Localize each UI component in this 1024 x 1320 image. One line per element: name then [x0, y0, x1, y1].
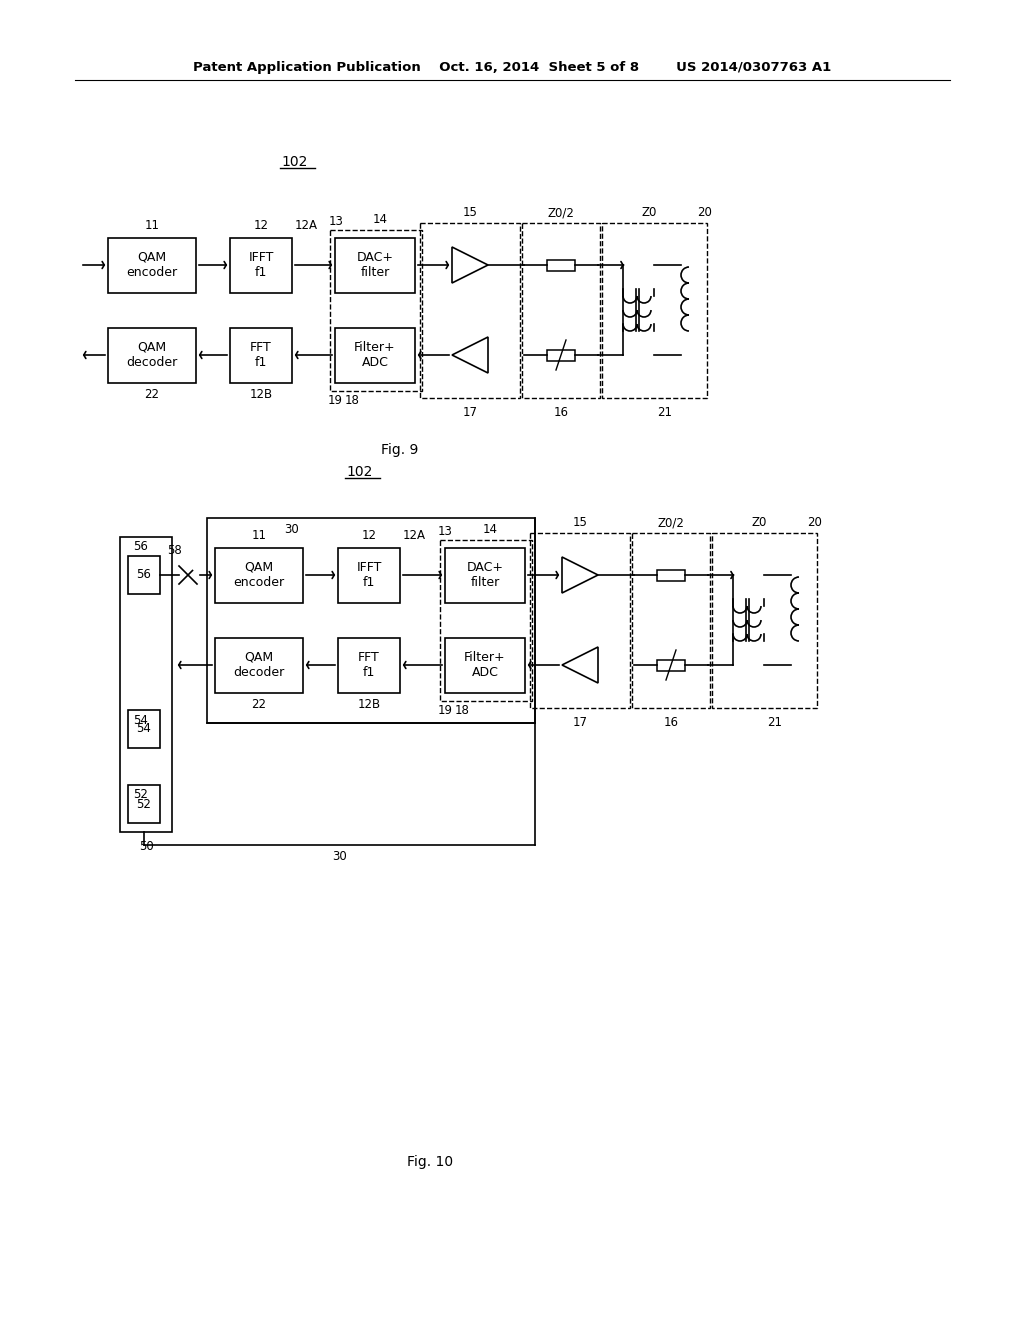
Text: IFFT
f1: IFFT f1	[356, 561, 382, 589]
Text: 12: 12	[254, 219, 268, 232]
Text: IFFT
f1: IFFT f1	[248, 251, 273, 279]
Text: 30: 30	[285, 523, 299, 536]
Text: 13: 13	[329, 215, 343, 228]
Text: 12: 12	[361, 529, 377, 543]
Text: Z0/2: Z0/2	[548, 206, 574, 219]
Text: 16: 16	[664, 715, 679, 729]
Bar	[108, 327, 196, 383]
Bar	[230, 238, 292, 293]
Bar	[108, 238, 196, 293]
Bar	[338, 548, 400, 602]
Text: 14: 14	[482, 523, 498, 536]
Bar	[330, 230, 422, 391]
Bar	[120, 537, 172, 832]
Text: 11: 11	[144, 219, 160, 232]
Bar	[530, 532, 630, 708]
Text: 16: 16	[554, 407, 568, 418]
Text: Fig. 10: Fig. 10	[407, 1155, 453, 1170]
Text: Z0: Z0	[642, 206, 657, 219]
Bar	[547, 350, 575, 360]
Text: 12B: 12B	[250, 388, 272, 401]
Text: Fig. 9: Fig. 9	[381, 444, 419, 457]
Bar	[632, 532, 710, 708]
Text: 15: 15	[463, 206, 477, 219]
Text: 17: 17	[463, 407, 477, 418]
Bar	[657, 660, 685, 671]
Text: 12A: 12A	[403, 529, 426, 543]
Bar	[440, 540, 532, 701]
Text: Filter+
ADC: Filter+ ADC	[464, 651, 506, 678]
Bar	[602, 223, 707, 397]
Text: Filter+
ADC: Filter+ ADC	[354, 341, 396, 370]
Bar	[215, 638, 303, 693]
Text: Patent Application Publication    Oct. 16, 2014  Sheet 5 of 8        US 2014/030: Patent Application Publication Oct. 16, …	[193, 62, 831, 74]
Text: 14: 14	[373, 213, 387, 226]
Text: 13: 13	[437, 525, 453, 539]
Text: DAC+
filter: DAC+ filter	[356, 251, 393, 279]
Text: 15: 15	[572, 516, 588, 529]
Bar	[445, 638, 525, 693]
Bar	[522, 223, 600, 397]
Text: 18: 18	[455, 704, 469, 717]
Bar	[445, 548, 525, 602]
Text: 12A: 12A	[295, 219, 318, 232]
Text: QAM
encoder: QAM encoder	[233, 561, 285, 589]
Text: FFT
f1: FFT f1	[358, 651, 380, 678]
Text: 58: 58	[167, 544, 181, 557]
Bar	[128, 710, 160, 748]
Bar	[712, 532, 817, 708]
Text: 20: 20	[697, 206, 713, 219]
Text: QAM
decoder: QAM decoder	[233, 651, 285, 678]
Bar	[215, 548, 303, 602]
Text: 54: 54	[136, 722, 152, 735]
Text: 52: 52	[133, 788, 148, 801]
Text: 18: 18	[344, 393, 359, 407]
Text: 21: 21	[657, 407, 672, 418]
Bar	[335, 238, 415, 293]
Bar	[128, 785, 160, 822]
Text: 102: 102	[347, 465, 373, 479]
Text: 56: 56	[136, 569, 152, 582]
Text: 54: 54	[133, 714, 148, 726]
Text: DAC+
filter: DAC+ filter	[467, 561, 504, 589]
Text: 20: 20	[808, 516, 822, 529]
Text: 52: 52	[136, 797, 152, 810]
Text: 50: 50	[138, 841, 154, 854]
Bar	[207, 517, 535, 722]
Bar	[657, 569, 685, 581]
Text: 102: 102	[282, 154, 308, 169]
Text: 19: 19	[328, 393, 342, 407]
Bar	[230, 327, 292, 383]
Text: FFT
f1: FFT f1	[250, 341, 272, 370]
Text: 56: 56	[133, 540, 148, 553]
Text: Z0/2: Z0/2	[657, 516, 684, 529]
Bar	[335, 327, 415, 383]
Text: 19: 19	[437, 704, 453, 717]
Text: QAM
decoder: QAM decoder	[126, 341, 177, 370]
Text: 22: 22	[144, 388, 160, 401]
Text: Z0: Z0	[752, 516, 767, 529]
Text: 17: 17	[572, 715, 588, 729]
Bar	[338, 638, 400, 693]
Text: 30: 30	[332, 850, 347, 863]
Bar	[420, 223, 520, 397]
Text: 22: 22	[252, 698, 266, 711]
Text: 12B: 12B	[357, 698, 381, 711]
Text: QAM
encoder: QAM encoder	[126, 251, 177, 279]
Bar	[547, 260, 575, 271]
Text: 11: 11	[252, 529, 266, 543]
Bar	[128, 556, 160, 594]
Text: 21: 21	[767, 715, 782, 729]
